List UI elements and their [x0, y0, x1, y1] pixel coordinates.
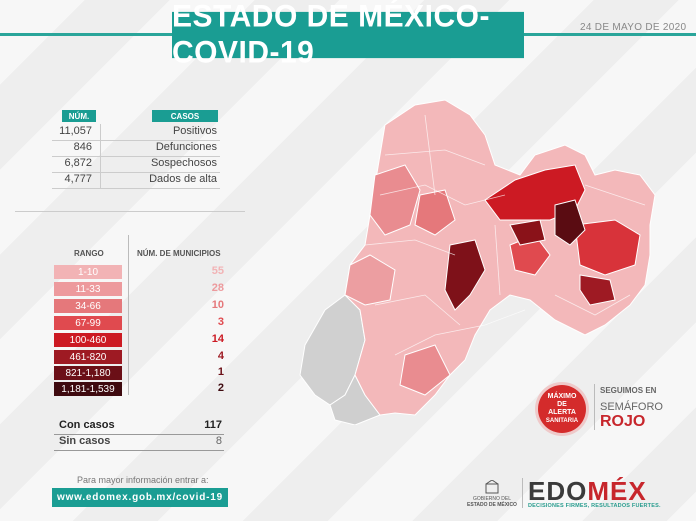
- date-label: 24 DE MAYO DE 2020: [580, 22, 687, 33]
- sin-casos-row: Sin casos 8: [54, 434, 224, 451]
- summary-row: 11,057 Positivos: [52, 124, 220, 141]
- range-chip: 67-99: [54, 316, 122, 330]
- range-count: 4: [217, 350, 224, 362]
- title-line-right: [524, 33, 696, 36]
- rango-header: RANGO: [74, 249, 104, 258]
- num-header: NÚM.: [62, 110, 96, 122]
- sin-casos-value: 8: [215, 435, 222, 447]
- summary-num: 846: [73, 141, 92, 153]
- logo-separator: [522, 478, 523, 508]
- row-sep: [100, 124, 101, 140]
- state-map: [299, 99, 656, 425]
- map-region-red-east: [574, 219, 641, 276]
- range-count: 1: [217, 366, 224, 378]
- range-chip: 1-10: [54, 265, 122, 279]
- con-casos-value: 117: [204, 419, 222, 431]
- alert-line-3: ALERTA: [548, 409, 576, 416]
- seguimos-text: SEGUIMOS EN: [600, 386, 657, 395]
- summary-row: 6,872 Sospechosos: [52, 156, 220, 173]
- range-chip: 461-820: [54, 350, 122, 364]
- range-count: 3: [217, 316, 224, 328]
- coat-of-arms-icon: [485, 479, 499, 494]
- map-region-dark-mid: [509, 219, 546, 246]
- municipal-borders: [364, 114, 646, 356]
- con-casos-row: Con casos 117: [54, 418, 224, 435]
- edomex-logo-part-b: MÉX: [587, 476, 647, 506]
- map-region-medium-north: [369, 164, 421, 236]
- summary-label: Dados de alta: [149, 173, 217, 185]
- alert-line-1: MÁXIMO: [547, 393, 577, 400]
- alert-line-4: SANITARIA: [545, 418, 579, 424]
- range-chip: 821-1,180: [54, 366, 122, 380]
- range-chip: 100-460: [54, 333, 122, 347]
- alert-badge: MÁXIMO DE ALERTA SANITARIA: [538, 385, 586, 433]
- title-line-left: [0, 33, 172, 36]
- more-info-text: Para mayor información entrar a:: [77, 475, 209, 485]
- summary-label: Positivos: [172, 125, 217, 137]
- summary-label: Defunciones: [155, 141, 217, 153]
- summary-row: 846 Defunciones: [52, 140, 220, 157]
- range-chip: 1,181-1,539: [54, 382, 122, 396]
- municipios-header: NÚM. DE MUNICIPIOS: [137, 249, 221, 258]
- legend-separator: [128, 235, 129, 395]
- gobierno-line-2: ESTADO DE MÉXICO: [467, 502, 517, 508]
- gobierno-logo: GOBIERNO DEL ESTADO DE MÉXICO: [462, 479, 522, 508]
- section-divider: [15, 211, 245, 212]
- range-count: 14: [211, 333, 224, 345]
- summary-row: 4,777 Dados de alta: [52, 172, 220, 189]
- edomex-logo: EDOMÉX: [528, 476, 647, 507]
- summary-label: Sospechosos: [150, 157, 217, 169]
- summary-num: 6,872: [64, 157, 92, 169]
- row-sep: [100, 172, 101, 188]
- range-chip: 34-66: [54, 299, 122, 313]
- slogan-text: DECISIONES FIRMES, RESULTADOS FUERTES.: [528, 503, 661, 509]
- map-region-medium-west: [344, 254, 396, 306]
- range-count: 2: [217, 382, 224, 394]
- semaforo-text: SEMÁFORO: [600, 401, 663, 413]
- covid-url-link[interactable]: www.edomex.gob.mx/covid-19: [52, 488, 228, 507]
- casos-header: CASOS: [152, 110, 218, 122]
- row-sep: [100, 140, 101, 156]
- edomex-logo-part-a: EDO: [528, 476, 588, 506]
- summary-num: 4,777: [64, 173, 92, 185]
- range-chip: 11-33: [54, 282, 122, 296]
- sin-casos-label: Sin casos: [59, 435, 111, 447]
- rojo-text: ROJO: [600, 413, 646, 430]
- map-region-dark-center: [444, 239, 486, 311]
- con-casos-label: Con casos: [59, 419, 115, 431]
- alert-line-2: DE: [557, 401, 567, 408]
- alert-separator: [594, 384, 595, 430]
- range-count: 55: [211, 265, 224, 277]
- map-region-medium-south: [399, 344, 451, 396]
- range-count: 28: [211, 282, 224, 294]
- range-count: 10: [211, 299, 224, 311]
- summary-num: 11,057: [59, 125, 92, 137]
- gobierno-line-1: GOBIERNO DEL: [472, 496, 512, 502]
- map-region-dark-southeast: [579, 274, 616, 306]
- page-title: ESTADO DE MÉXICO-COVID-19: [172, 0, 524, 70]
- map-region-dark-east: [554, 199, 586, 246]
- row-sep: [100, 156, 101, 172]
- map-region-medium-central: [414, 189, 456, 236]
